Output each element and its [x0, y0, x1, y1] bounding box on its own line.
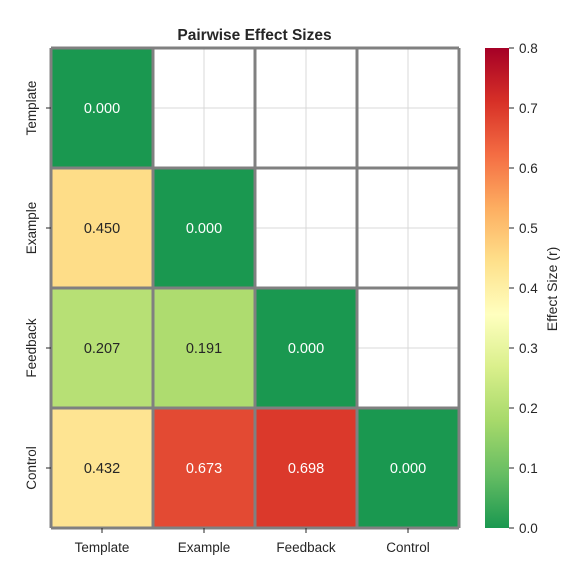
- heatmap-cell: [51, 168, 153, 288]
- cell-value-label: 0.000: [84, 101, 120, 117]
- cell-value-label: 0.673: [186, 461, 222, 477]
- heatmap-cell: [51, 288, 153, 408]
- heatmap-plot-area: 0.000 0.450 0.000 0.207 0.191 0.000 0.432 0.673…: [24, 46, 461, 555]
- heatmap-cell: [153, 408, 255, 528]
- heatmap-cell: [51, 408, 153, 528]
- cell-value-label: 0.698: [288, 461, 324, 477]
- heatmap-cell: [153, 168, 255, 288]
- x-tick-label: Example: [178, 540, 231, 555]
- colorbar-tick-label: 0.6: [519, 161, 538, 176]
- heatmap-cells: 0.000 0.450 0.000 0.207 0.191 0.000 0.432 0.673…: [51, 48, 459, 528]
- colorbar-tick-label: 0.1: [519, 461, 538, 476]
- y-tick-label: Template: [24, 81, 39, 136]
- colorbar-gradient: [485, 48, 509, 528]
- colorbar-tick-label: 0.2: [519, 401, 538, 416]
- cell-borders: [49, 46, 461, 530]
- colorbar-tick-label: 0.8: [519, 41, 538, 56]
- colorbar-tick-label: 0.7: [519, 101, 538, 116]
- heatmap-cell: [255, 408, 357, 528]
- cell-value-label: 0.432: [84, 461, 120, 477]
- chart-title: Pairwise Effect Sizes: [177, 27, 331, 44]
- cell-value-label: 0.191: [186, 341, 222, 357]
- colorbar: 0.0 0.1 0.2 0.3 0.4 0.5 0.6 0.7 0.8: [485, 41, 538, 536]
- y-tick-label: Example: [24, 202, 39, 255]
- axes: Template Example Feedback Control Template Ex…: [24, 81, 430, 555]
- colorbar-tick-label: 0.0: [519, 521, 538, 536]
- heatmap-cell: [51, 48, 153, 168]
- cell-value-label: 0.450: [84, 221, 120, 237]
- x-tick-label: Feedback: [276, 540, 336, 555]
- x-tick-label: Control: [386, 540, 430, 555]
- y-tick-label: Control: [24, 446, 39, 490]
- cell-value-label: 0.000: [390, 461, 426, 477]
- heatmap-cell: [255, 288, 357, 408]
- colorbar-label: Effect Size (r): [544, 247, 560, 332]
- x-tick-label: Template: [75, 540, 130, 555]
- colorbar-tick-label: 0.5: [519, 221, 538, 236]
- heatmap-cell: [153, 288, 255, 408]
- colorbar-tick-label: 0.3: [519, 341, 538, 356]
- y-tick-label: Feedback: [24, 318, 39, 378]
- cell-value-label: 0.207: [84, 341, 120, 357]
- cell-value-label: 0.000: [186, 221, 222, 237]
- colorbar-tick-label: 0.4: [519, 281, 538, 296]
- heatmap-cell: [357, 408, 459, 528]
- cell-value-label: 0.000: [288, 341, 324, 357]
